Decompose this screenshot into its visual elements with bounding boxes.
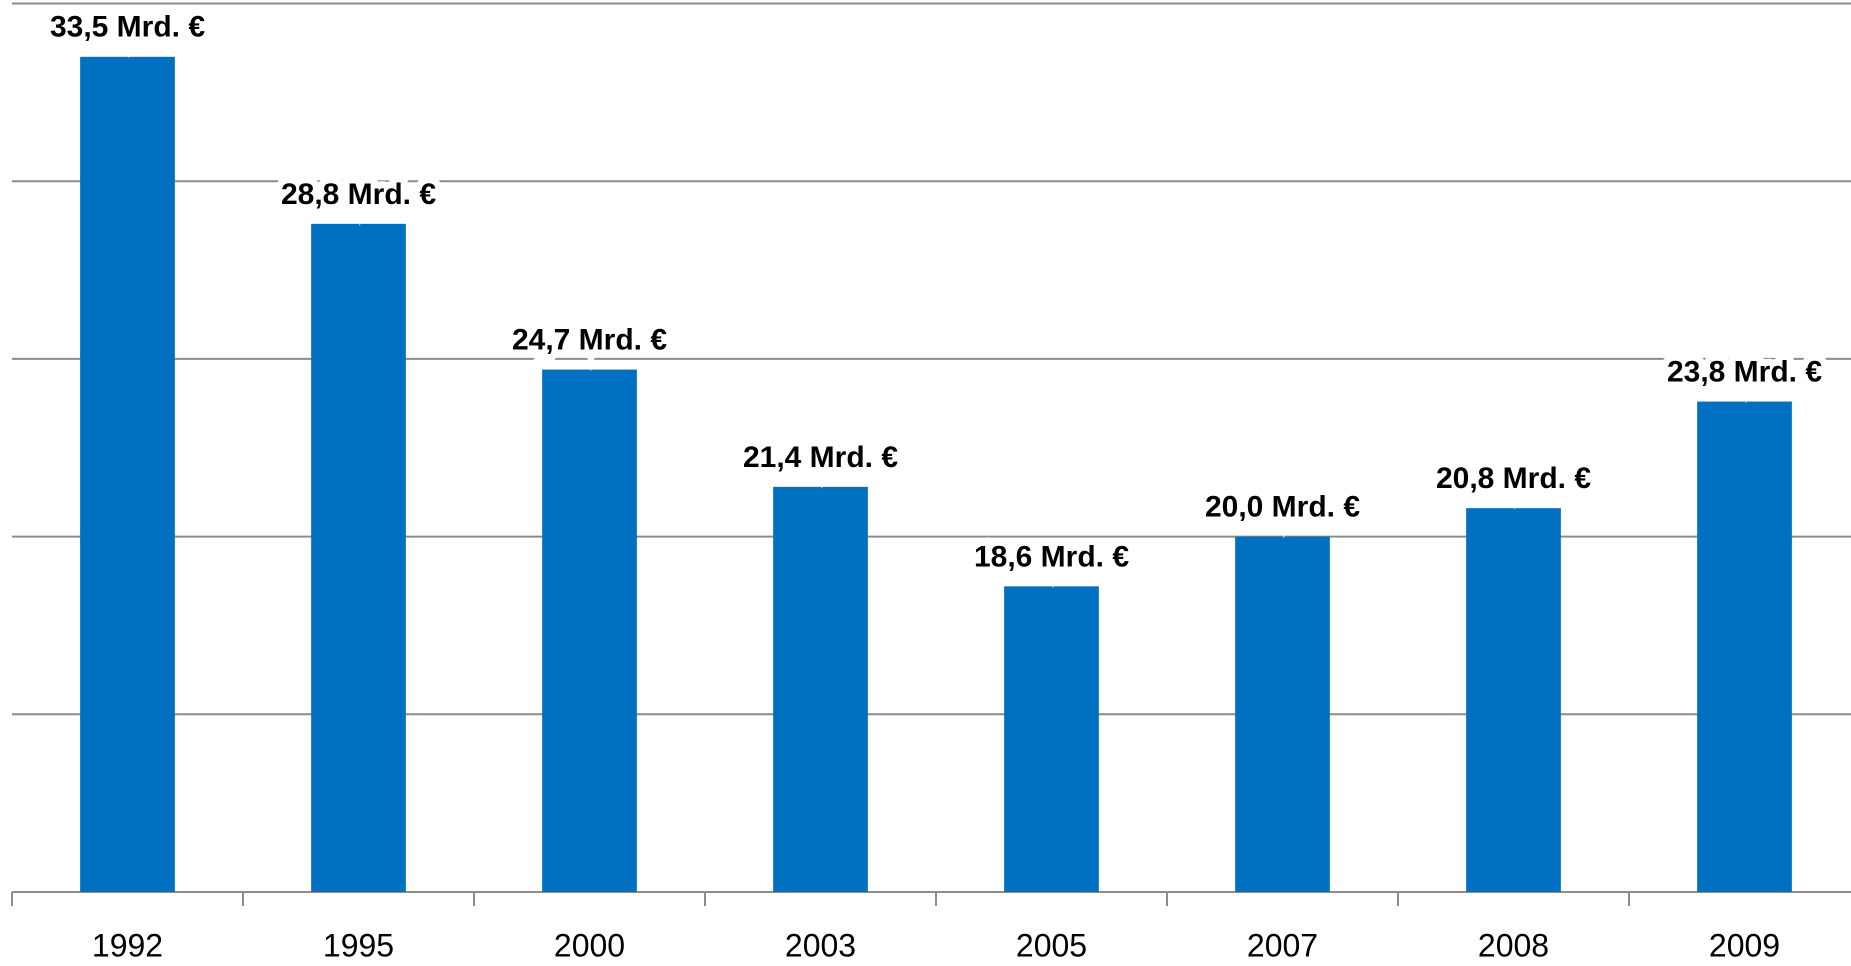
bar <box>80 56 175 893</box>
value-label: 21,4 Mrd. € <box>743 441 898 474</box>
x-tick-label: 2000 <box>554 927 625 963</box>
bar <box>542 369 637 892</box>
bar <box>1235 536 1330 892</box>
value-label: 18,6 Mrd. € <box>974 540 1129 573</box>
x-tick-label: 1995 <box>323 927 394 963</box>
x-tick-label: 2003 <box>785 927 856 963</box>
value-label: 23,8 Mrd. € <box>1667 355 1822 388</box>
x-tick-label: 2005 <box>1016 927 1087 963</box>
value-label: 33,5 Mrd. € <box>50 11 205 44</box>
x-tick-label: 2008 <box>1478 927 1549 963</box>
bar <box>1466 508 1561 892</box>
bar <box>773 486 868 892</box>
x-tick-label: 2009 <box>1709 927 1780 963</box>
value-label: 24,7 Mrd. € <box>512 323 667 356</box>
value-label: 28,8 Mrd. € <box>281 178 436 211</box>
value-label: 20,0 Mrd. € <box>1205 491 1360 524</box>
bar <box>1697 401 1792 892</box>
x-tick-label: 1992 <box>92 927 163 963</box>
value-label: 20,8 Mrd. € <box>1436 462 1591 495</box>
bar <box>1004 586 1099 892</box>
bar <box>311 223 406 892</box>
x-tick-label: 2007 <box>1247 927 1318 963</box>
